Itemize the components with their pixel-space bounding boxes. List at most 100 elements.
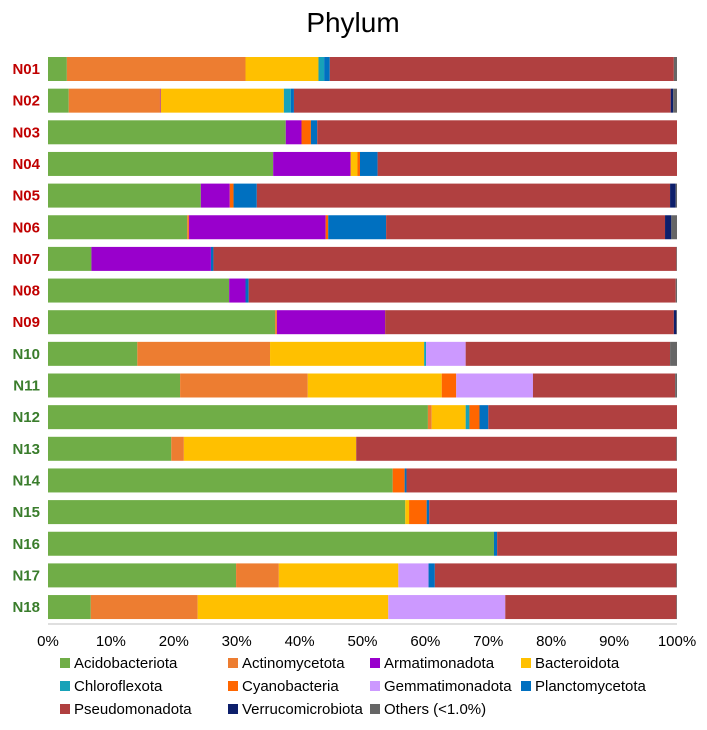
bar-segment-n02-armatimonadota — [159, 88, 161, 113]
legend-label: Planctomycetota — [535, 678, 647, 695]
legend-swatch — [228, 704, 238, 714]
legend-label: Bacteroidota — [535, 655, 620, 672]
bar-segment-n04-planctomycetota — [359, 151, 378, 176]
bar-segment-n03-pseudomonadota — [317, 120, 677, 145]
bar-segment-n14-cyanobacteria — [392, 468, 405, 493]
bar-segment-n11-cyanobacteria — [441, 373, 457, 398]
bar-segment-n10-pseudomonadota — [465, 341, 671, 366]
category-label-n14: N14 — [12, 472, 40, 489]
bar-segment-n01-pseudomonadota — [329, 57, 674, 81]
bar-segment-n05-cyanobacteria — [229, 183, 234, 208]
bar-segment-n17-actinomycetota — [236, 563, 279, 588]
legend-swatch — [60, 658, 70, 668]
bar-segment-n08-acidobacteriota — [48, 278, 230, 303]
category-label-n09: N09 — [12, 314, 40, 331]
bar-segment-n12-acidobacteriota — [48, 405, 428, 430]
category-label-n06: N06 — [12, 219, 40, 236]
bar-segment-n09-others-1-0 — [676, 310, 677, 335]
bar-segment-n04-bacteroidota — [350, 151, 358, 176]
legend-label: Cyanobacteria — [242, 678, 339, 695]
bar-segment-n07-planctomycetota — [210, 246, 214, 271]
bar-segment-n17-gemmatimonadota — [398, 563, 429, 588]
bar-segment-n18-others-1-0 — [676, 595, 677, 620]
bar-segment-n15-acidobacteriota — [48, 500, 406, 525]
x-tick-label: 60% — [410, 633, 440, 650]
x-tick-label: 30% — [222, 633, 252, 650]
bar-segment-n15-bacteroidota — [405, 500, 410, 525]
x-tick-label: 10% — [96, 633, 126, 650]
bar-segment-n10-bacteroidota — [270, 341, 425, 366]
legend-label: Actinomycetota — [242, 655, 345, 672]
bar-segment-n05-planctomycetota — [233, 183, 257, 208]
bar-segment-n02-verrucomicrobiota — [670, 88, 674, 113]
bar-segment-n02-bacteroidota — [160, 88, 284, 113]
x-axis: 0% 10% 20% 30% 40% 50% 60% 70% 80% 90% 100% — [37, 623, 696, 650]
bar-segment-n07-acidobacteriota — [48, 246, 92, 271]
category-label-n12: N12 — [12, 409, 40, 426]
legend-swatch — [370, 658, 380, 668]
bar-segment-n15-cyanobacteria — [409, 500, 427, 525]
bar-segment-n06-planctomycetota — [328, 215, 387, 240]
bar-segment-n17-others-1-0 — [676, 563, 677, 588]
bar-segment-n12-cyanobacteria — [469, 405, 480, 430]
bar-segment-n02-chloroflexota — [283, 88, 291, 113]
chart-title: Phylum — [306, 7, 399, 38]
bar-segment-n12-pseudomonadota — [488, 405, 677, 430]
bar-segment-n04-cyanobacteria — [357, 151, 360, 176]
legend-label: Acidobacteriota — [74, 655, 178, 672]
bar-segment-n08-armatimonadota — [229, 278, 246, 303]
bar-segment-n08-pseudomonadota — [248, 278, 676, 303]
bar-segment-n01-actinomycetota — [66, 57, 246, 81]
bar-segment-n03-acidobacteriota — [48, 120, 286, 145]
category-label-n02: N02 — [12, 93, 40, 110]
legend-label: Verrucomicrobiota — [242, 701, 364, 718]
bar-segment-n07-others-1-0 — [676, 246, 677, 271]
bar-segment-n13-bacteroidota — [183, 436, 357, 461]
legend-swatch — [521, 681, 531, 691]
bar-segment-n10-gemmatimonadota — [426, 341, 466, 366]
bar-segment-n16-planctomycetota — [493, 531, 498, 556]
legend-swatch — [521, 658, 531, 668]
bar-segment-n06-acidobacteriota — [48, 215, 188, 240]
bar-segment-n17-acidobacteriota — [48, 563, 237, 588]
bar-segment-n03-planctomycetota — [310, 120, 318, 145]
bar-segment-n11-pseudomonadota — [532, 373, 676, 398]
bar-segment-n09-armatimonadota — [276, 310, 386, 335]
bar-segment-n18-pseudomonadota — [505, 595, 677, 620]
category-labels: N01 N02 N03 N04 N05 N06 N07 N08 N09 N10 N11 N12 N13 N… — [12, 61, 40, 616]
bar-segment-n08-others-1-0 — [675, 278, 677, 303]
bar-segment-n06-actinomycetota — [187, 215, 190, 240]
x-tick-label: 40% — [285, 633, 315, 650]
bar-segment-n09-actinomycetota — [275, 310, 277, 335]
bars-group — [48, 57, 677, 620]
bar-segment-n04-armatimonadota — [273, 151, 351, 176]
bar-segment-n06-others-1-0 — [671, 215, 677, 240]
bar-segment-n10-acidobacteriota — [48, 341, 138, 366]
bar-segment-n12-bacteroidota — [431, 405, 466, 430]
bar-segment-n09-verrucomicrobiota — [673, 310, 677, 335]
bar-segment-n05-pseudomonadota — [256, 183, 671, 208]
bar-segment-n01-acidobacteriota — [48, 57, 67, 81]
category-label-n18: N18 — [12, 599, 40, 616]
x-tick-label: 0% — [37, 633, 59, 650]
bar-segment-n18-gemmatimonadota — [388, 595, 506, 620]
bar-segment-n07-pseudomonadota — [213, 246, 677, 271]
bar-segment-n02-acidobacteriota — [48, 88, 69, 113]
bar-segment-n03-cyanobacteria — [301, 120, 311, 145]
legend: Acidobacteriota Actinomycetota Armatimonad… — [60, 655, 647, 718]
bar-segment-n12-actinomycetota — [427, 405, 432, 430]
bar-segment-n02-others-1-0 — [673, 88, 677, 113]
bar-segment-n02-planctomycetota — [290, 88, 294, 113]
legend-label: Pseudomonadota — [74, 701, 192, 718]
legend-swatch — [60, 704, 70, 714]
x-tick-label: 80% — [536, 633, 566, 650]
bar-segment-n18-bacteroidota — [197, 595, 389, 620]
bar-segment-n08-planctomycetota — [245, 278, 249, 303]
category-label-n17: N17 — [12, 567, 40, 584]
bar-segment-n11-actinomycetota — [180, 373, 308, 398]
legend-swatch — [228, 658, 238, 668]
bar-segment-n12-planctomycetota — [479, 405, 489, 430]
bar-segment-n13-acidobacteriota — [48, 436, 172, 461]
bar-segment-n15-pseudomonadota — [429, 500, 677, 525]
bar-segment-n01-others-1-0 — [673, 57, 677, 81]
